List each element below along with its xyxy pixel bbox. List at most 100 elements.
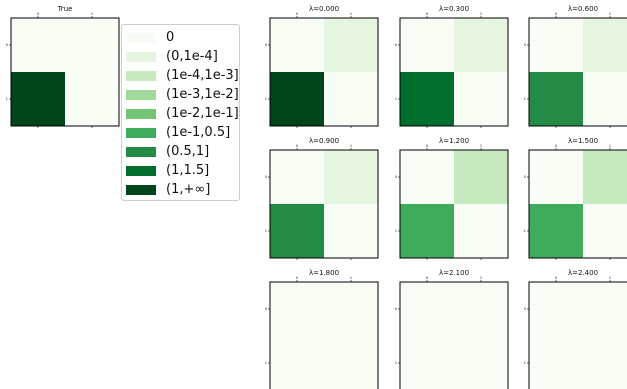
x-tick-label: 0	[555, 144, 557, 148]
legend-swatch	[126, 146, 156, 157]
heatmap-panel: λ=1.800 0 1 0 1	[265, 269, 379, 389]
x-tick-label: 0	[426, 12, 428, 16]
heatmap-cell	[65, 18, 119, 72]
heatmap-cell	[529, 282, 583, 336]
heatmap-cell	[529, 336, 583, 389]
panel-frame	[528, 281, 627, 389]
legend-item: (0,1e-4]	[126, 48, 218, 65]
heatmap-cell	[400, 18, 454, 72]
legend-label: (0.5,1]	[166, 144, 210, 159]
legend-item: (0.5,1]	[126, 143, 209, 160]
heatmap-cell	[583, 204, 627, 258]
panel-frame	[528, 149, 627, 259]
heatmap-cell	[270, 18, 324, 72]
panel-frame	[528, 17, 627, 127]
panel-frame	[269, 281, 379, 389]
heatmap-cell	[454, 72, 508, 126]
y-tick-label: 1	[6, 97, 8, 101]
panel-title: λ=2.400	[568, 269, 598, 277]
heatmap-cell	[270, 72, 324, 126]
y-tick-label: 1	[265, 229, 267, 233]
y-tick-label: 1	[524, 229, 526, 233]
y-tick-label: 0	[395, 43, 397, 47]
y-tick-label: 1	[265, 361, 267, 365]
legend-label: (1e-2,1e-1]	[166, 106, 239, 121]
heatmap-panel: λ=2.100 0 1 0 1	[395, 269, 509, 389]
panel-frame	[399, 149, 509, 259]
x-tick-label: 1	[480, 12, 482, 16]
heatmap-cell	[583, 336, 627, 389]
heatmap-cell	[529, 204, 583, 258]
heatmap-cell	[583, 150, 627, 204]
panel-title: λ=2.100	[439, 269, 469, 277]
legend-swatch	[126, 184, 156, 195]
heatmap-cell	[65, 72, 119, 126]
heatmap-panel: λ=0.600 0 1 0 1	[524, 5, 627, 128]
panel-frame	[269, 149, 379, 259]
heatmap-cell	[529, 72, 583, 126]
heatmap-panel: λ=0.900 0 1 0 1	[265, 137, 379, 260]
panel-frame	[399, 17, 509, 127]
y-tick-label: 0	[265, 307, 267, 311]
panel-frame	[269, 17, 379, 127]
legend-item: (1,1.5]	[126, 162, 209, 179]
y-tick-label: 0	[395, 307, 397, 311]
legend-swatch	[126, 89, 156, 100]
heatmap-cell	[583, 18, 627, 72]
heatmap-cell	[11, 18, 65, 72]
y-tick-label: 0	[524, 307, 526, 311]
panel-title: True	[57, 5, 73, 13]
legend-swatch	[126, 51, 156, 62]
heatmap-panel: λ=2.400 0 1 0 1	[524, 269, 627, 389]
legend-label: (1,+∞]	[166, 182, 211, 197]
heatmap-cell	[529, 150, 583, 204]
legend-swatch	[126, 108, 156, 119]
legend: 0 (0,1e-4] (1e-4,1e-3] (1e-3,1e-2] (1e-2,1e-…	[121, 24, 240, 201]
x-tick-label: 1	[91, 12, 93, 16]
x-tick-label: 0	[426, 144, 428, 148]
x-tick-label: 0	[555, 276, 557, 280]
panel-frame	[10, 17, 120, 127]
x-tick-label: 1	[609, 144, 611, 148]
panel-frame	[399, 281, 509, 389]
x-tick-label: 0	[296, 276, 298, 280]
heatmap-cell	[400, 336, 454, 389]
heatmap-cell	[270, 150, 324, 204]
y-tick-label: 1	[524, 97, 526, 101]
legend-swatch	[126, 165, 156, 176]
heatmap-cell	[454, 336, 508, 389]
y-tick-label: 0	[265, 43, 267, 47]
legend-item: (1e-1,0.5]	[126, 124, 230, 141]
x-tick-label: 1	[350, 144, 352, 148]
heatmap-cell	[400, 72, 454, 126]
x-tick-label: 1	[609, 12, 611, 16]
y-tick-label: 1	[395, 97, 397, 101]
x-tick-label: 0	[37, 12, 39, 16]
heatmap-cell	[454, 18, 508, 72]
heatmap-panel: True 0 1 0 1	[6, 5, 120, 128]
heatmap-cell	[270, 282, 324, 336]
x-tick-label: 0	[555, 12, 557, 16]
heatmap-cell	[324, 282, 378, 336]
heatmap-cell	[454, 204, 508, 258]
y-tick-label: 1	[395, 361, 397, 365]
y-tick-label: 0	[524, 43, 526, 47]
heatmap-cell	[270, 336, 324, 389]
heatmap-panel: λ=0.300 0 1 0 1	[395, 5, 509, 128]
legend-label: (0,1e-4]	[166, 49, 218, 64]
legend-label: (1e-1,0.5]	[166, 125, 231, 140]
heatmap-cell	[529, 18, 583, 72]
panel-title: λ=0.300	[439, 5, 469, 13]
x-tick-label: 1	[350, 276, 352, 280]
heatmap-cell	[400, 204, 454, 258]
y-tick-label: 1	[395, 229, 397, 233]
heatmap-cell	[11, 72, 65, 126]
heatmap-cell	[324, 18, 378, 72]
heatmap-cell	[324, 204, 378, 258]
x-tick-label: 0	[296, 144, 298, 148]
legend-swatch	[126, 32, 156, 43]
x-tick-label: 1	[609, 276, 611, 280]
legend-label: (1e-4,1e-3]	[166, 68, 239, 83]
legend-item: 0	[126, 29, 174, 46]
